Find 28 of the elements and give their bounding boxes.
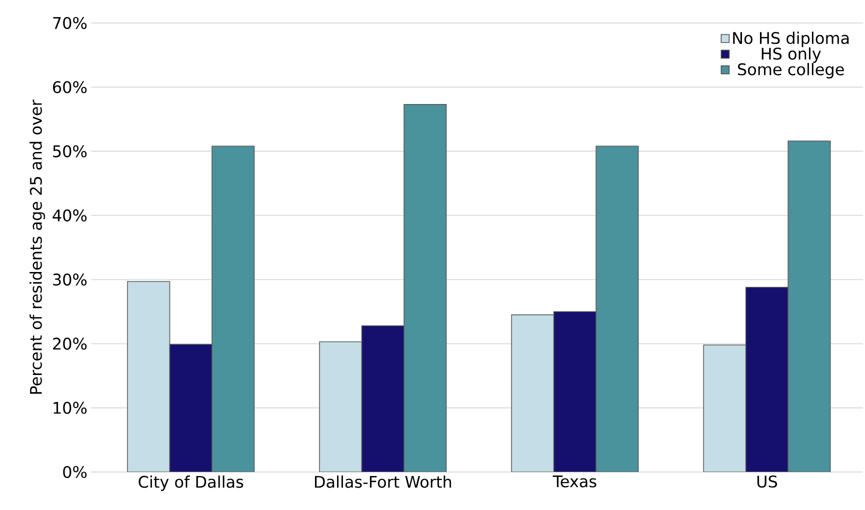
y-tick-label: 70% (53, 16, 87, 30)
bar (404, 104, 447, 472)
x-tick-label: Texas (552, 476, 596, 488)
y-tick-label: 40% (52, 209, 87, 222)
x-tick-label: US (757, 476, 778, 488)
y-tick-label: 30% (53, 274, 87, 286)
bar (319, 341, 362, 472)
bar (596, 146, 639, 472)
bar (553, 311, 596, 472)
y-tick-label: 60% (53, 81, 87, 94)
legend-label: Some college (738, 62, 844, 78)
bar (212, 146, 255, 472)
y-tick-label: 50% (53, 145, 87, 158)
x-tick-label: Dallas-Fort Worth (314, 476, 452, 488)
legend-label: No HS diploma (733, 32, 849, 48)
bar (127, 281, 170, 472)
x-tick-label: City of Dallas (138, 476, 244, 491)
legend-label: HS only (762, 47, 821, 63)
bar (745, 286, 789, 472)
bar (703, 344, 746, 472)
bar (169, 344, 212, 472)
bar (788, 140, 831, 472)
bar (511, 314, 554, 472)
y-tick-label: 20% (53, 338, 87, 350)
y-tick-label: 10% (54, 402, 87, 414)
y-tick-label: 0% (63, 466, 87, 478)
bar (361, 325, 404, 472)
y-axis-title: Percent of residents age 25 and over (30, 100, 46, 394)
